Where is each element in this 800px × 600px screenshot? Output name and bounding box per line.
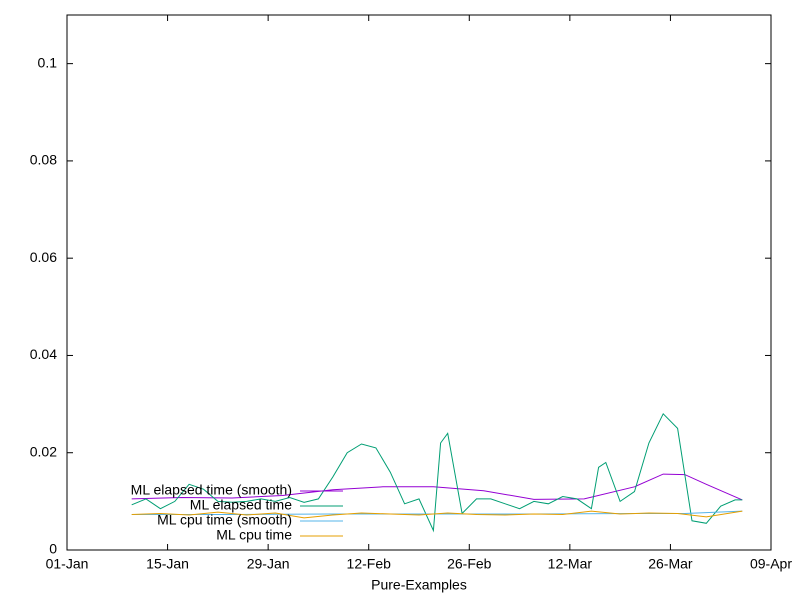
x-tick-label: 12-Mar <box>548 556 593 572</box>
y-tick-label: 0.06 <box>30 249 57 265</box>
x-tick-label: 01-Jan <box>46 556 89 572</box>
x-tick-label: 09-Apr <box>750 556 792 572</box>
legend-label: ML cpu time <box>216 527 292 543</box>
series-line <box>131 473 743 501</box>
x-tick-label: 26-Mar <box>648 556 693 572</box>
x-axis-label: Pure-Examples <box>371 577 467 593</box>
x-tick-label: 15-Jan <box>146 556 189 572</box>
y-tick-label: 0 <box>49 541 57 557</box>
legend-label: ML elapsed time (smooth) <box>131 482 292 498</box>
x-tick-label: 26-Feb <box>447 556 492 572</box>
legend-label: ML elapsed time <box>190 497 292 513</box>
series-line <box>131 412 743 533</box>
x-tick-label: 29-Jan <box>247 556 290 572</box>
y-tick-label: 0.08 <box>30 152 57 168</box>
legend-label: ML cpu time (smooth) <box>157 512 292 528</box>
y-tick-label: 0.02 <box>30 443 57 459</box>
plot-border <box>66 14 772 551</box>
x-tick-label: 12-Feb <box>347 556 392 572</box>
y-tick-label: 0.1 <box>38 54 58 70</box>
series-line <box>131 510 743 519</box>
y-tick-label: 0.04 <box>30 346 57 362</box>
